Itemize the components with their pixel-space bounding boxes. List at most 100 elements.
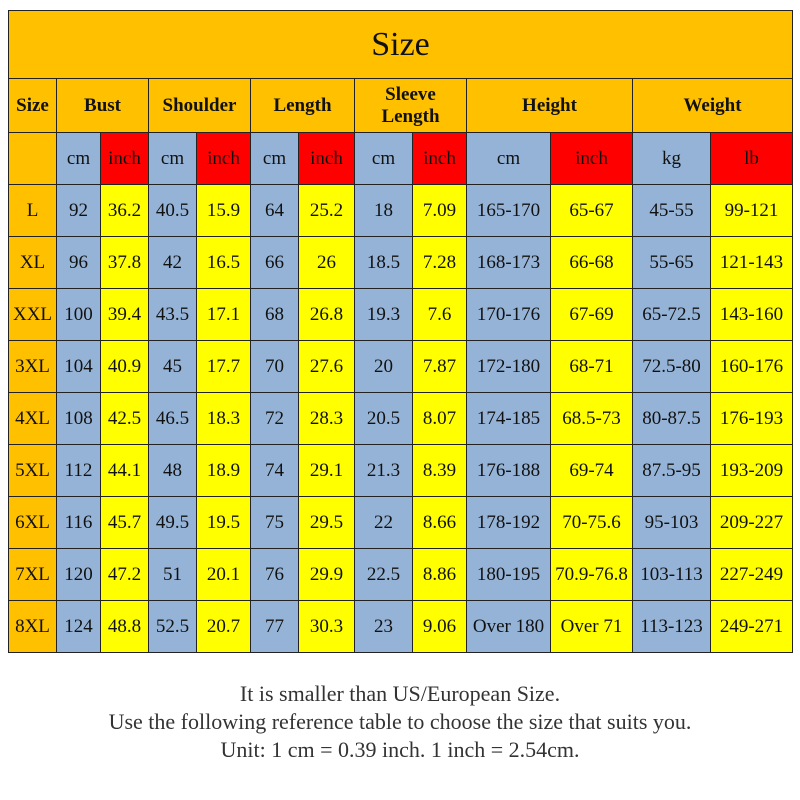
value-cell: 76	[250, 548, 299, 601]
notes: It is smaller than US/European Size. Use …	[0, 680, 800, 764]
value-cell: 64	[250, 184, 299, 237]
value-cell: 49.5	[148, 496, 197, 549]
value-cell: 55-65	[632, 236, 711, 289]
value-cell: 44.1	[100, 444, 149, 497]
unit-cell: inch	[100, 132, 149, 185]
value-cell: 28.3	[298, 392, 355, 445]
value-cell: 8.07	[412, 392, 467, 445]
value-cell: 172-180	[466, 340, 551, 393]
data-row: 3XL 104 40.9 45 17.7 70 27.6 20 7.87 172-180 68-71…	[8, 340, 794, 393]
note-line: Use the following reference table to cho…	[108, 709, 692, 734]
unit-row: cm inch cm inch cm inch cm inch cm inch kg lb	[8, 132, 794, 185]
value-cell: 7.28	[412, 236, 467, 289]
value-cell: 160-176	[709, 340, 794, 393]
value-cell: 68-71	[550, 340, 633, 393]
value-cell: 75	[250, 496, 299, 549]
note-line: Unit: 1 cm = 0.39 inch. 1 inch = 2.54cm.	[220, 737, 580, 762]
value-cell: 30.3	[298, 600, 355, 653]
header-text: Length	[273, 94, 332, 116]
unit-cell: cm	[466, 132, 551, 185]
size-cell: 8XL	[8, 600, 57, 653]
value-cell: 95-103	[632, 496, 711, 549]
size-cell: 6XL	[8, 496, 57, 549]
value-cell: 20	[354, 340, 413, 393]
size-cell: 7XL	[8, 548, 57, 601]
value-cell: 65-72.5	[632, 288, 711, 341]
value-cell: Over 180	[466, 600, 551, 653]
value-cell: 103-113	[632, 548, 711, 601]
value-cell: 7.87	[412, 340, 467, 393]
value-cell: 112	[56, 444, 101, 497]
value-cell: 124	[56, 600, 101, 653]
value-cell: 22.5	[354, 548, 413, 601]
value-cell: 17.1	[196, 288, 251, 341]
unit-cell: cm	[354, 132, 413, 185]
value-cell: 8.39	[412, 444, 467, 497]
value-cell: 40.5	[148, 184, 197, 237]
title-row: Size	[7, 10, 794, 79]
value-cell: 16.5	[196, 236, 251, 289]
value-cell: 9.06	[412, 600, 467, 653]
value-cell: 20.5	[354, 392, 413, 445]
value-cell: 18	[354, 184, 413, 237]
value-cell: 116	[56, 496, 101, 549]
size-cell: 4XL	[8, 392, 57, 445]
header-row: Size Bust Shoulder Length Sleeve Length Heigh…	[8, 78, 794, 133]
value-cell: 96	[56, 236, 101, 289]
value-cell: 174-185	[466, 392, 551, 445]
value-cell: 74	[250, 444, 299, 497]
value-cell: 66	[250, 236, 299, 289]
value-cell: 68.5-73	[550, 392, 633, 445]
header-text: Weight	[683, 94, 742, 116]
value-cell: 8.86	[412, 548, 467, 601]
data-row: 8XL 124 48.8 52.5 20.7 77 30.3 23 9.06 Over 180 Ov…	[8, 600, 794, 653]
header-text: Size	[16, 94, 49, 116]
value-cell: 178-192	[466, 496, 551, 549]
value-cell: 7.6	[412, 288, 467, 341]
value-cell: 69-74	[550, 444, 633, 497]
value-cell: 20.7	[196, 600, 251, 653]
value-cell: 23	[354, 600, 413, 653]
value-cell: 77	[250, 600, 299, 653]
value-cell: 92	[56, 184, 101, 237]
value-cell: 66-68	[550, 236, 633, 289]
unit-cell: kg	[632, 132, 711, 185]
unit-cell: lb	[709, 132, 794, 185]
value-cell: 45-55	[632, 184, 711, 237]
value-cell: 18.3	[196, 392, 251, 445]
value-cell: 27.6	[298, 340, 355, 393]
value-cell: 19.3	[354, 288, 413, 341]
unit-cell: inch	[298, 132, 355, 185]
value-cell: 51	[148, 548, 197, 601]
size-cell: 3XL	[8, 340, 57, 393]
value-cell: 80-87.5	[632, 392, 711, 445]
value-cell: 68	[250, 288, 299, 341]
value-cell: 18.5	[354, 236, 413, 289]
value-cell: 42.5	[100, 392, 149, 445]
value-cell: 176-188	[466, 444, 551, 497]
value-cell: 48	[148, 444, 197, 497]
column-header: Weight	[631, 78, 794, 133]
size-cell: XXL	[8, 288, 57, 341]
column-header: Sleeve Length	[354, 78, 467, 133]
data-row: 4XL 108 42.5 46.5 18.3 72 28.3 20.5 8.07 174-185 6…	[8, 392, 794, 445]
data-row: L 92 36.2 40.5 15.9 64 25.2 18 7.09 165-170 65-67 4…	[8, 184, 794, 237]
value-cell: Over 71	[550, 600, 633, 653]
value-cell: 7.09	[412, 184, 467, 237]
value-cell: 72	[250, 392, 299, 445]
value-cell: 17.7	[196, 340, 251, 393]
value-cell: 120	[56, 548, 101, 601]
value-cell: 209-227	[709, 496, 794, 549]
value-cell: 180-195	[466, 548, 551, 601]
value-cell: 22	[354, 496, 413, 549]
column-header: Bust	[56, 78, 149, 133]
note-line: It is smaller than US/European Size.	[239, 681, 561, 706]
column-header: Length	[250, 78, 355, 133]
value-cell: 100	[56, 288, 101, 341]
unit-cell: cm	[148, 132, 197, 185]
value-cell: 21.3	[354, 444, 413, 497]
value-cell: 70.9-76.8	[550, 548, 633, 601]
data-row: 5XL 112 44.1 48 18.9 74 29.1 21.3 8.39 176-188 69-…	[8, 444, 794, 497]
value-cell: 45	[148, 340, 197, 393]
header-text: Height	[522, 94, 577, 116]
